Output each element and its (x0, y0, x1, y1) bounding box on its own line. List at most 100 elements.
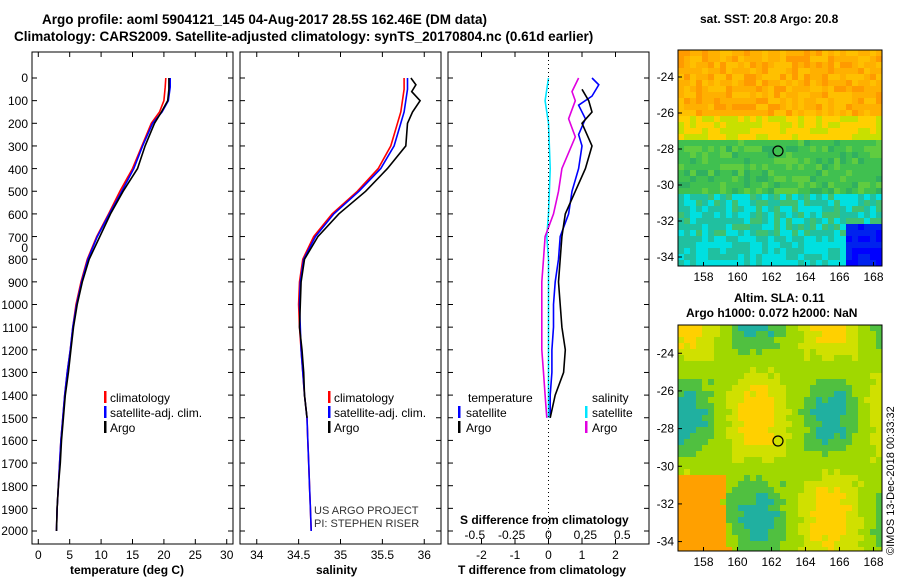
map-cell (684, 433, 690, 439)
map-cell (858, 421, 864, 427)
map-cell (798, 481, 804, 487)
map-cell (774, 355, 780, 361)
map-cell (774, 146, 780, 152)
map-cell (678, 98, 684, 104)
map-cell (684, 68, 690, 74)
map-cell (684, 337, 690, 343)
map-cell (738, 415, 744, 421)
map-cell (834, 188, 840, 194)
map-cell (804, 104, 810, 110)
map-cell (678, 122, 684, 128)
map-cell (744, 349, 750, 355)
map-cell (732, 379, 738, 385)
map-cell (798, 212, 804, 218)
depth-tick-label: 1700 (1, 457, 28, 471)
map-cell (804, 200, 810, 206)
map-cell (696, 122, 702, 128)
map-cell (792, 535, 798, 541)
map-cell (774, 110, 780, 116)
map-cell (696, 523, 702, 529)
map-cell (738, 134, 744, 140)
map-cell (786, 469, 792, 475)
map-cell (696, 56, 702, 62)
map-cell (750, 487, 756, 493)
map-cell (810, 373, 816, 379)
map-cell (690, 140, 696, 146)
map-cell (786, 445, 792, 451)
map-cell (786, 86, 792, 92)
map-cell (768, 152, 774, 158)
map-cell (702, 260, 708, 266)
map-cell (684, 469, 690, 475)
map-cell (864, 433, 870, 439)
map-cell (792, 254, 798, 260)
map-cell (858, 337, 864, 343)
map-cell (858, 170, 864, 176)
map-cell (858, 493, 864, 499)
map-cell (786, 56, 792, 62)
map-cell (744, 248, 750, 254)
map-cell (786, 541, 792, 547)
map-cell (798, 367, 804, 373)
map-cell (708, 517, 714, 523)
map-cell (840, 86, 846, 92)
map-cell (822, 68, 828, 74)
map-cell (858, 403, 864, 409)
map-cell (708, 116, 714, 122)
map-cell (726, 409, 732, 415)
map-cell (774, 463, 780, 469)
map-cell (876, 529, 882, 535)
map-cell (828, 391, 834, 397)
map-cell (690, 547, 696, 551)
map-cell (858, 517, 864, 523)
map-cell (714, 343, 720, 349)
map-cell (726, 200, 732, 206)
map-cell (726, 116, 732, 122)
map-cell (876, 260, 882, 266)
map-cell (846, 337, 852, 343)
map-cell (786, 415, 792, 421)
map-cell (690, 116, 696, 122)
map-cell (846, 439, 852, 445)
map-cell (816, 248, 822, 254)
map-cell (756, 68, 762, 74)
map-cell (792, 415, 798, 421)
map-cell (750, 194, 756, 200)
map-cell (840, 517, 846, 523)
map-cell (858, 361, 864, 367)
map-cell (852, 325, 858, 331)
map-cell (768, 403, 774, 409)
map-cell (732, 176, 738, 182)
map-cell (744, 152, 750, 158)
map-cell (726, 529, 732, 535)
map-cell (828, 248, 834, 254)
map-cell (684, 212, 690, 218)
map-cell (684, 511, 690, 517)
map-cell (714, 373, 720, 379)
map-cell (828, 499, 834, 505)
map-cell (756, 194, 762, 200)
map-cell (738, 361, 744, 367)
map-cell (822, 403, 828, 409)
map-cell (750, 547, 756, 551)
map-cell (828, 415, 834, 421)
map-cell (864, 224, 870, 230)
map-cell (690, 511, 696, 517)
map-cell (858, 86, 864, 92)
map-cell (702, 433, 708, 439)
map-cell (834, 397, 840, 403)
map-cell (834, 355, 840, 361)
legend-diff-temp-argo: Argo (466, 421, 492, 435)
map-cell (690, 499, 696, 505)
map-cell (876, 134, 882, 140)
map-cell (870, 535, 876, 541)
map-cell (714, 224, 720, 230)
map-cell (696, 343, 702, 349)
map-cell (732, 80, 738, 86)
map-cell (744, 475, 750, 481)
map-cell (846, 164, 852, 170)
map-cell (834, 469, 840, 475)
map-cell (684, 188, 690, 194)
map-cell (828, 421, 834, 427)
map-cell (750, 92, 756, 98)
